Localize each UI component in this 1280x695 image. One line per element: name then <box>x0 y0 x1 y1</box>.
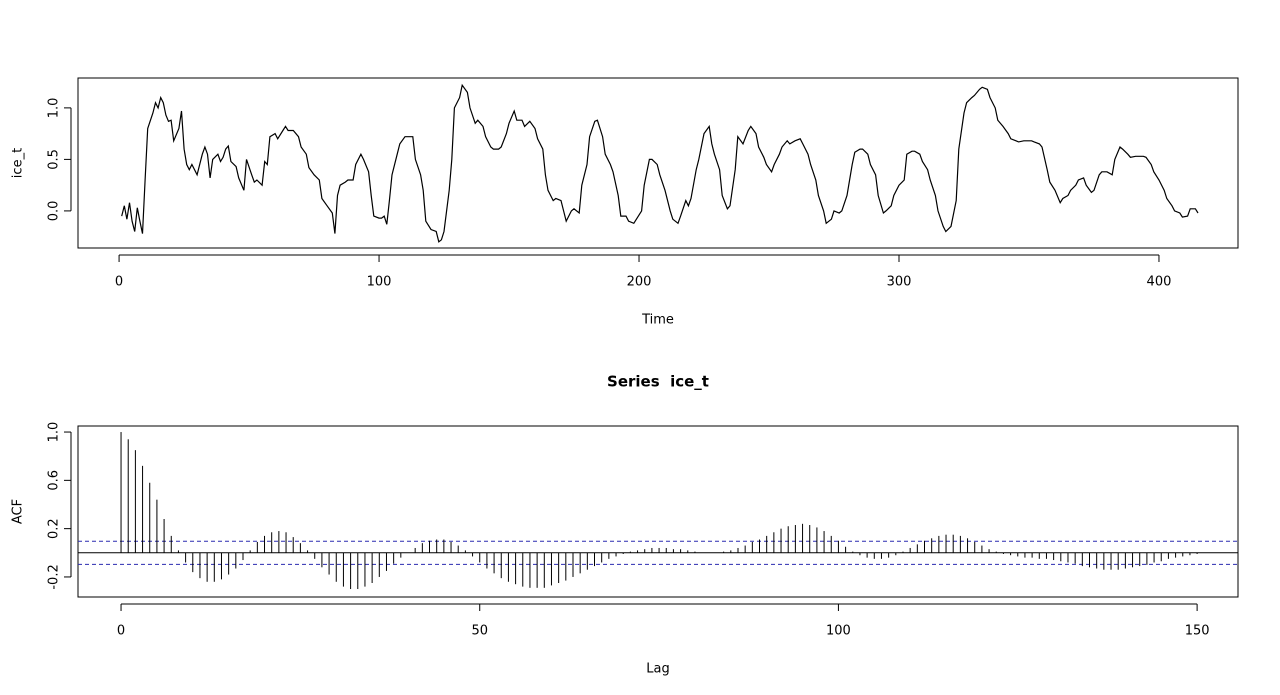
x-tick-label: 50 <box>471 624 488 639</box>
y-tick-label: 1.0 <box>47 422 62 443</box>
y-tick-label: 0.5 <box>47 149 62 170</box>
y-tick-label: 1.0 <box>47 98 62 119</box>
plot-frame <box>77 77 1239 249</box>
x-tick-label: 200 <box>627 275 652 290</box>
y-tick-label: 0.0 <box>47 201 62 222</box>
y-axis-label: ice_t <box>11 148 26 178</box>
y-tick-label: 0.2 <box>47 518 62 539</box>
x-tick-label: 150 <box>1185 624 1210 639</box>
y-tick-label: -0.2 <box>47 564 62 589</box>
x-axis-label: Time <box>641 313 674 328</box>
x-tick-label: 100 <box>367 275 392 290</box>
x-tick-label: 0 <box>117 624 125 639</box>
x-tick-label: 300 <box>887 275 912 290</box>
plot-frame <box>77 425 1239 598</box>
y-axis-label: ACF <box>11 499 26 524</box>
x-tick-label: 100 <box>826 624 851 639</box>
y-tick-label: 0.6 <box>47 470 62 491</box>
x-axis-label: Lag <box>646 662 669 677</box>
x-tick-label: 0 <box>115 275 123 290</box>
x-tick-label: 400 <box>1147 275 1172 290</box>
series-line <box>121 83 1199 243</box>
chart-title: Series ice_t <box>607 373 709 391</box>
